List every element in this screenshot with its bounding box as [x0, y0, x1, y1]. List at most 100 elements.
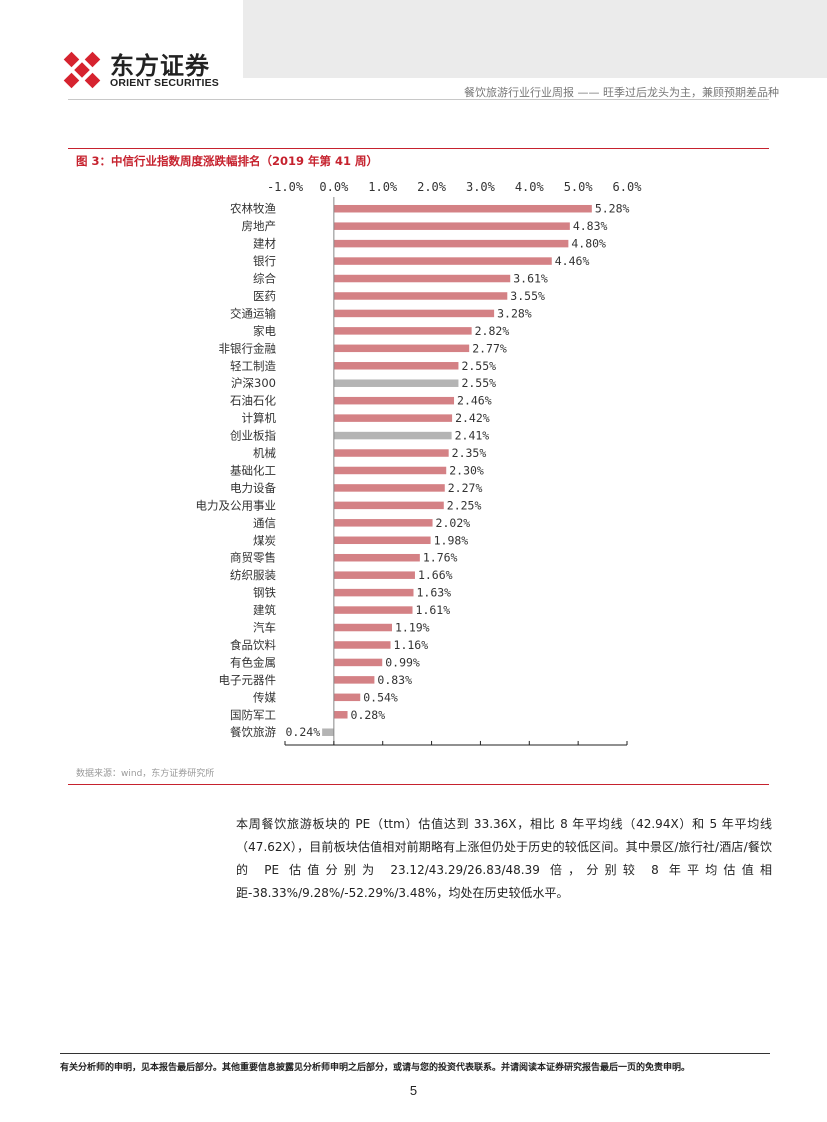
x-tick-label: 5.0%	[564, 180, 594, 194]
header-decoration-block	[243, 0, 827, 78]
category-label: 基础化工	[230, 463, 276, 477]
category-label: 电力及公用事业	[196, 498, 277, 512]
bar-煤炭	[333, 536, 431, 545]
value-label: 2.27%	[448, 481, 483, 495]
x-tick-label: -1.0%	[267, 180, 304, 194]
industry-return-bar-chart: -1.0% 0.0% 1.0% 2.0% 3.0% 4.0% 5.0% 6.0% 农林牧渔 5.2…	[196, 180, 643, 746]
bar-餐饮旅游	[322, 728, 334, 736]
value-label: 2.82%	[475, 324, 510, 338]
value-label: 2.35%	[452, 446, 487, 460]
value-label: 1.76%	[423, 551, 458, 565]
header-divider	[68, 99, 769, 100]
orient-logo-icon	[63, 51, 101, 89]
bar-房地产	[333, 222, 570, 230]
x-tick-label: 1.0%	[368, 180, 398, 194]
value-label: 2.41%	[455, 429, 490, 443]
value-label: 2.25%	[447, 498, 482, 512]
category-label: 煤炭	[253, 533, 276, 547]
bar-钢铁	[333, 588, 414, 597]
value-label: 1.63%	[416, 586, 451, 600]
figure-source: 数据来源：wind，东方证券研究所	[76, 769, 215, 779]
bar-家电	[333, 327, 472, 335]
page-number: 5	[409, 1083, 418, 1098]
category-label: 餐饮旅游	[230, 725, 276, 739]
body-paragraph: 本周餐饮旅游板块的 PE（ttm）估值达到 33.36X，相比 8 年平均线（4…	[236, 817, 772, 900]
bar-机械	[333, 449, 449, 457]
bar-chart-container: -1.0% 0.0% 1.0% 2.0% 3.0% 4.0% 5.0% 6.0% 农林牧渔 5.2…	[68, 170, 769, 760]
bar-计算机	[333, 414, 453, 422]
bar-电力及公用事业	[333, 501, 444, 510]
category-label: 石油石化	[230, 394, 276, 408]
value-label: 2.42%	[455, 411, 490, 425]
category-label: 计算机	[242, 411, 277, 425]
bar-传媒	[333, 693, 361, 702]
category-label: 纺织服装	[230, 568, 276, 582]
figure-top-rule	[68, 148, 769, 149]
category-label: 机械	[253, 446, 276, 460]
value-label: 2.30%	[449, 463, 484, 477]
value-label: 2.02%	[436, 516, 471, 530]
value-label: 0.99%	[385, 655, 420, 669]
x-tick-label: 6.0%	[613, 180, 643, 194]
bar-食品饮料	[333, 641, 391, 649]
category-label: 通信	[253, 516, 276, 530]
category-label: 家电	[253, 324, 276, 338]
value-label: 0.28%	[351, 708, 386, 722]
bar-有色金属	[333, 658, 383, 667]
bar-电力设备	[333, 484, 445, 492]
bar-通信	[333, 519, 433, 527]
category-label: 银行	[253, 254, 276, 268]
value-label: 3.55%	[510, 289, 545, 303]
category-label: 商贸零售	[230, 551, 276, 565]
bar-电子元器件	[333, 676, 375, 684]
category-label: 轻工制造	[230, 359, 276, 373]
bar-商贸零售	[333, 553, 420, 562]
bar-综合	[333, 274, 511, 283]
category-label: 有色金属	[230, 655, 276, 669]
report-header-title: 餐饮旅游行业行业周报 —— 旺季过后龙头为主，兼顾预期差品种	[464, 86, 779, 99]
bar-沪深300	[333, 379, 459, 387]
value-label: 3.61%	[513, 272, 548, 286]
category-label: 医药	[253, 289, 276, 303]
bar-建材	[333, 239, 569, 248]
bar-非银行金融	[333, 344, 470, 353]
bar-创业板指	[333, 431, 452, 440]
value-label: 1.16%	[394, 638, 429, 652]
value-label: 0.83%	[377, 673, 412, 687]
bar-交通运输	[333, 309, 495, 318]
category-label: 农林牧渔	[230, 202, 276, 216]
value-label: 1.66%	[418, 568, 453, 582]
x-tick-label: 3.0%	[466, 180, 496, 194]
value-label: 0.54%	[363, 690, 398, 704]
category-label: 汽车	[253, 621, 276, 635]
category-label: 沪深300	[231, 376, 276, 390]
logo-chinese-name: 东方证券	[110, 52, 210, 80]
value-label: 2.55%	[461, 376, 496, 390]
category-label: 食品饮料	[230, 638, 276, 652]
x-tick-label: 0.0%	[319, 180, 349, 194]
category-label: 综合	[253, 272, 276, 286]
figure-bottom-rule	[68, 784, 769, 785]
category-label: 电力设备	[230, 481, 276, 495]
bar-国防军工	[333, 711, 348, 719]
category-label: 建筑	[253, 603, 276, 617]
bar-农林牧渔	[333, 204, 592, 213]
value-label: 2.46%	[457, 394, 492, 408]
category-label: 钢铁	[253, 586, 276, 600]
bar-汽车	[333, 623, 392, 632]
x-tick-label: 2.0%	[417, 180, 447, 194]
category-label: 建材	[253, 237, 276, 251]
company-logo: 东方证券 ORIENT SECURITIES	[60, 44, 230, 96]
bar-银行	[333, 257, 552, 265]
footer-divider	[60, 1053, 770, 1054]
category-label: 创业板指	[230, 429, 276, 443]
value-label: 1.61%	[416, 603, 451, 617]
value-label: 4.46%	[555, 254, 590, 268]
bar-石油石化	[333, 396, 455, 405]
value-label: 4.80%	[571, 237, 606, 251]
figure-title: 图 3：中信行业指数周度涨跌幅排名（2019 年第 41 周）	[76, 154, 379, 168]
category-label: 国防军工	[230, 708, 276, 722]
category-label: 传媒	[253, 690, 276, 704]
bar-建筑	[333, 606, 413, 614]
value-label: 3.28%	[497, 306, 532, 320]
